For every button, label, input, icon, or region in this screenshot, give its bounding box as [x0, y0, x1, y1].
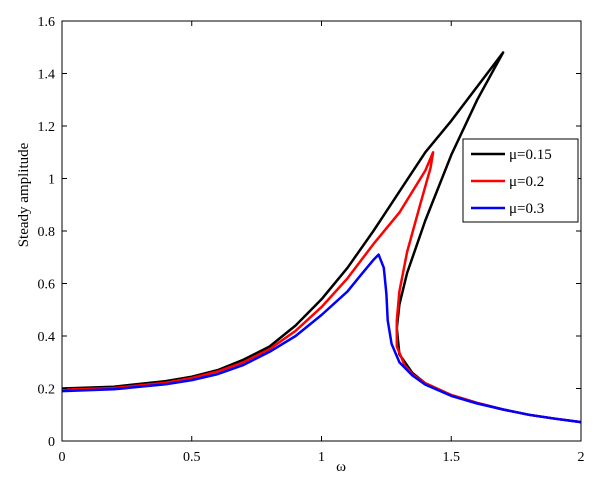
x-axis-label: ω [336, 459, 346, 475]
series-line-3 [61, 253, 582, 424]
y-tick-label: 0 [48, 435, 55, 450]
legend-label-1: μ=0.15 [509, 147, 552, 163]
legend-label-2: μ=0.2 [509, 174, 544, 190]
y-tick-label: 1 [48, 173, 55, 188]
y-tick-label: 0.2 [38, 383, 56, 398]
y-tick-label: 0.4 [38, 330, 56, 345]
y-tick-label: 0.8 [38, 225, 56, 240]
y-tick-label: 1.6 [38, 15, 56, 30]
x-tick-label: 0.5 [183, 450, 201, 465]
x-tick-label: 0 [59, 450, 66, 465]
y-tick-label: 1.2 [38, 120, 56, 135]
legend: μ=0.15 μ=0.2 μ=0.3 [462, 138, 579, 223]
legend-label-3: μ=0.3 [509, 201, 544, 217]
y-tick-label: 0.6 [38, 278, 56, 293]
x-tick-label: 1 [318, 450, 325, 465]
y-axis-label: Steady amplitude [16, 142, 32, 247]
axes: 0 0.5 1 1.5 2 0 0.2 0.4 0.6 0.8 1 1.2 1.4 1.6 [38, 15, 585, 465]
x-tick-label: 2 [578, 450, 585, 465]
y-tick-label: 1.4 [38, 68, 56, 83]
plot-area [61, 51, 582, 424]
x-tick-label: 1.5 [443, 450, 461, 465]
